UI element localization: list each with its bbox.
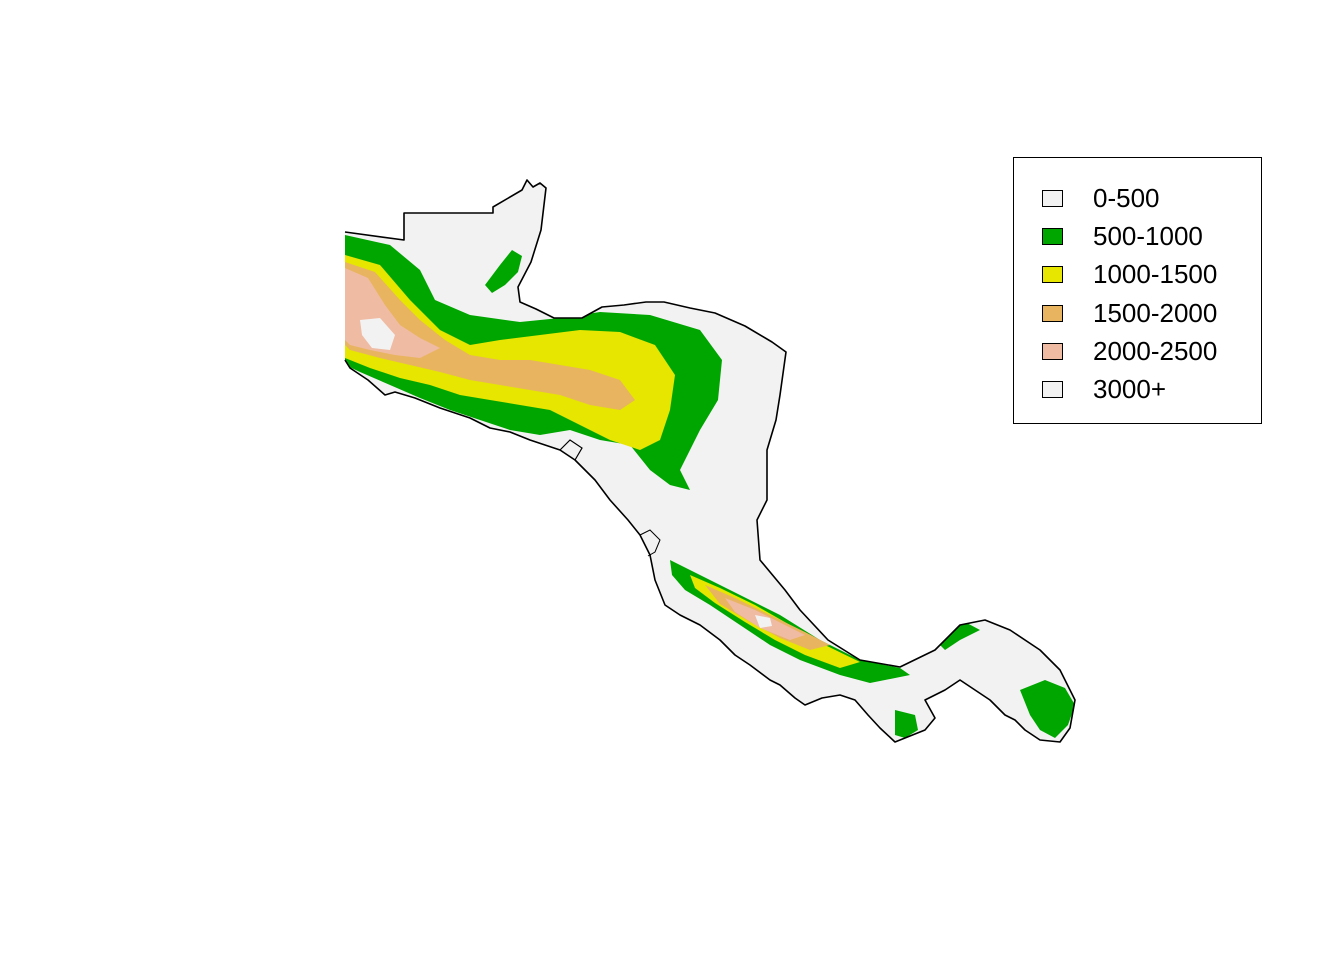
elevation-500-1000-panama-west bbox=[935, 622, 980, 650]
land-lowland bbox=[345, 180, 1075, 742]
map-legend: 0-500 500-1000 1000-1500 1500-2000 2000-… bbox=[1013, 157, 1262, 424]
elevation-1500-2000-guatemala bbox=[345, 262, 635, 410]
legend-label-1500-2000: 1500-2000 bbox=[1093, 298, 1218, 328]
legend-swatch-2000-2500 bbox=[1042, 342, 1063, 360]
legend-item-2000-2500: 2000-2500 bbox=[1042, 336, 1217, 366]
elevation-500-1000-panama-east bbox=[1020, 680, 1075, 738]
legend-swatch-0-500 bbox=[1042, 189, 1063, 207]
legend-label-3000-plus: 3000+ bbox=[1093, 374, 1167, 404]
legend-label-2000-2500: 2000-2500 bbox=[1093, 336, 1218, 366]
lake-nicaragua-coast bbox=[639, 529, 661, 557]
gulf-fonseca-coast bbox=[559, 439, 583, 461]
legend-item-3000-plus: 3000+ bbox=[1042, 374, 1166, 404]
legend-swatch-500-1000 bbox=[1042, 227, 1063, 245]
legend-swatch-1500-2000 bbox=[1042, 304, 1063, 322]
legend-item-1500-2000: 1500-2000 bbox=[1042, 298, 1217, 328]
elevation-500-1000-azuero bbox=[895, 710, 918, 738]
elevation-3000-plus-costarica bbox=[755, 615, 772, 628]
legend-label-1000-1500: 1000-1500 bbox=[1093, 259, 1218, 289]
elevation-500-1000-costarica bbox=[670, 560, 910, 683]
legend-label-0-500: 0-500 bbox=[1093, 183, 1160, 213]
land-outline bbox=[344, 179, 1076, 743]
legend-swatch-1000-1500 bbox=[1042, 265, 1063, 283]
legend-item-1000-1500: 1000-1500 bbox=[1042, 259, 1217, 289]
legend-label-500-1000: 500-1000 bbox=[1093, 221, 1203, 251]
legend-item-500-1000: 500-1000 bbox=[1042, 221, 1203, 251]
legend-item-0-500: 0-500 bbox=[1042, 183, 1160, 213]
elevation-500-1000-peten bbox=[485, 250, 522, 293]
legend-swatch-3000-plus bbox=[1042, 380, 1063, 398]
elevation-3000-plus-guatemala bbox=[360, 318, 395, 350]
